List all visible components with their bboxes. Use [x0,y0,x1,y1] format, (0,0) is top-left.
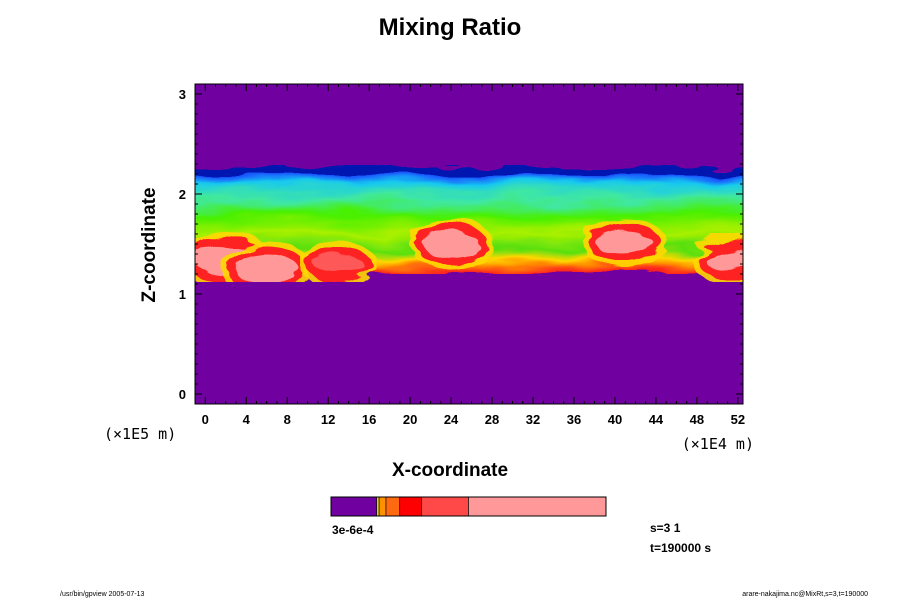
step-label: s=3 1 [650,521,681,535]
core-center [597,231,654,257]
colorbar-frame [330,496,607,517]
x-tick-label: 0 [202,412,209,427]
core-center [314,253,363,275]
time-label: t=190000 s [650,541,712,555]
x-tick-label: 8 [284,412,291,427]
core-center [234,254,299,284]
x-tick-label: 48 [690,412,704,427]
x-tick-label: 16 [362,412,376,427]
core-center [423,231,480,257]
x-tick-label: 40 [608,412,622,427]
x-tick-label: 44 [649,412,664,427]
colorbar-segment [376,496,380,517]
x-tick-label: 32 [526,412,540,427]
colorbar-segment [468,496,607,517]
colorbar-segment [378,496,387,517]
colorbar-segment [330,496,377,517]
core-4 [583,218,668,270]
colorbar-segment [399,496,423,517]
x-axis-unit: (×1E4 m) [681,435,754,453]
colorbar-label: 3e-6e-4 [332,523,374,537]
footer-source: arare-nakajima.nc@MixRt,s=3,t=190000 [742,591,868,598]
y-tick-label: 1 [179,287,186,302]
y-tick-label: 0 [179,387,186,402]
footer-command: /usr/bin/gpview 2005-07-13 [60,591,145,598]
x-tick-label: 52 [731,412,745,427]
y-tick-label: 2 [179,187,186,202]
x-tick-label: 36 [567,412,581,427]
x-axis-title: X-coordinate [391,460,509,481]
core-2 [300,240,377,288]
x-tick-label: 12 [321,412,335,427]
x-tick-label: 4 [243,412,251,427]
y-axis-title: Z-coordinate [139,187,160,303]
x-tick-label: 24 [444,412,459,427]
chart-title: Mixing Ratio [378,14,522,41]
core-5 [690,233,743,285]
colorbar-segment [421,496,469,517]
x-tick-label: 20 [403,412,417,427]
core-3 [409,218,494,270]
y-tick-label: 3 [179,87,186,102]
field-lower [195,282,743,404]
mixing-layer-top-fringe [195,165,743,173]
x-tick-label: 28 [485,412,499,427]
colorbar-segment [385,496,401,517]
core-center [704,246,743,272]
y-axis-unit: (×1E5 m) [104,425,177,443]
